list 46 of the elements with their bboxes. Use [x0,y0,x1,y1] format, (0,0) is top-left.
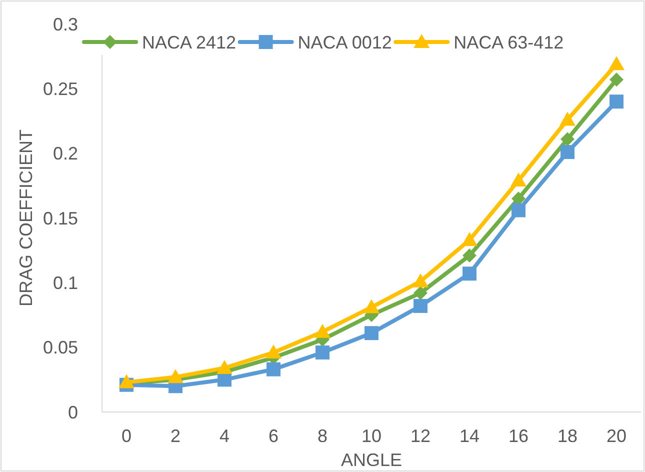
x-tick-label: 6 [268,426,279,446]
point [266,362,280,376]
y-tick-label: 0.2 [52,144,78,164]
point [364,299,380,314]
point [266,344,282,359]
x-tick-label: 18 [557,426,578,446]
x-tick-label: 2 [170,426,181,446]
point [608,56,624,70]
x-tick-label: 20 [606,426,627,446]
x-tick-label: 16 [508,426,529,446]
point [414,286,428,300]
x-tick-label: 8 [317,426,328,446]
point [316,346,330,360]
x-tick-label: 14 [459,426,480,446]
point [512,203,526,218]
point [412,273,428,288]
legend-label: NACA 2412 [142,32,236,52]
point [462,248,476,263]
y-tick-label: 0 [68,402,78,422]
x-tick-label: 4 [219,426,230,446]
point [414,298,428,313]
x-axis-title: ANGLE [340,450,402,470]
point [168,369,184,384]
point [462,266,476,281]
y-tick-label: 0.05 [42,338,78,358]
point [462,232,478,246]
legend-label: NACA 63-412 [454,32,564,52]
y-tick-label: 0.25 [42,78,78,99]
point [510,172,526,186]
point [560,132,574,146]
x-tick-label: 0 [121,426,132,446]
point [118,374,134,388]
x-tick-label: 10 [361,426,382,446]
legend-label: NACA 0012 [298,32,392,52]
y-tick-label: 0.15 [42,208,78,228]
x-tick-label: 12 [410,426,431,446]
point [560,145,574,160]
y-axis-title: DRAG COEFFICIENT [16,129,36,307]
point [364,326,378,340]
point [610,94,624,109]
y-tick-label: 0.1 [52,272,78,293]
y-tick-label: 0.3 [52,14,78,34]
point [216,360,232,374]
point [314,324,330,338]
point [610,72,624,87]
point [560,112,576,126]
